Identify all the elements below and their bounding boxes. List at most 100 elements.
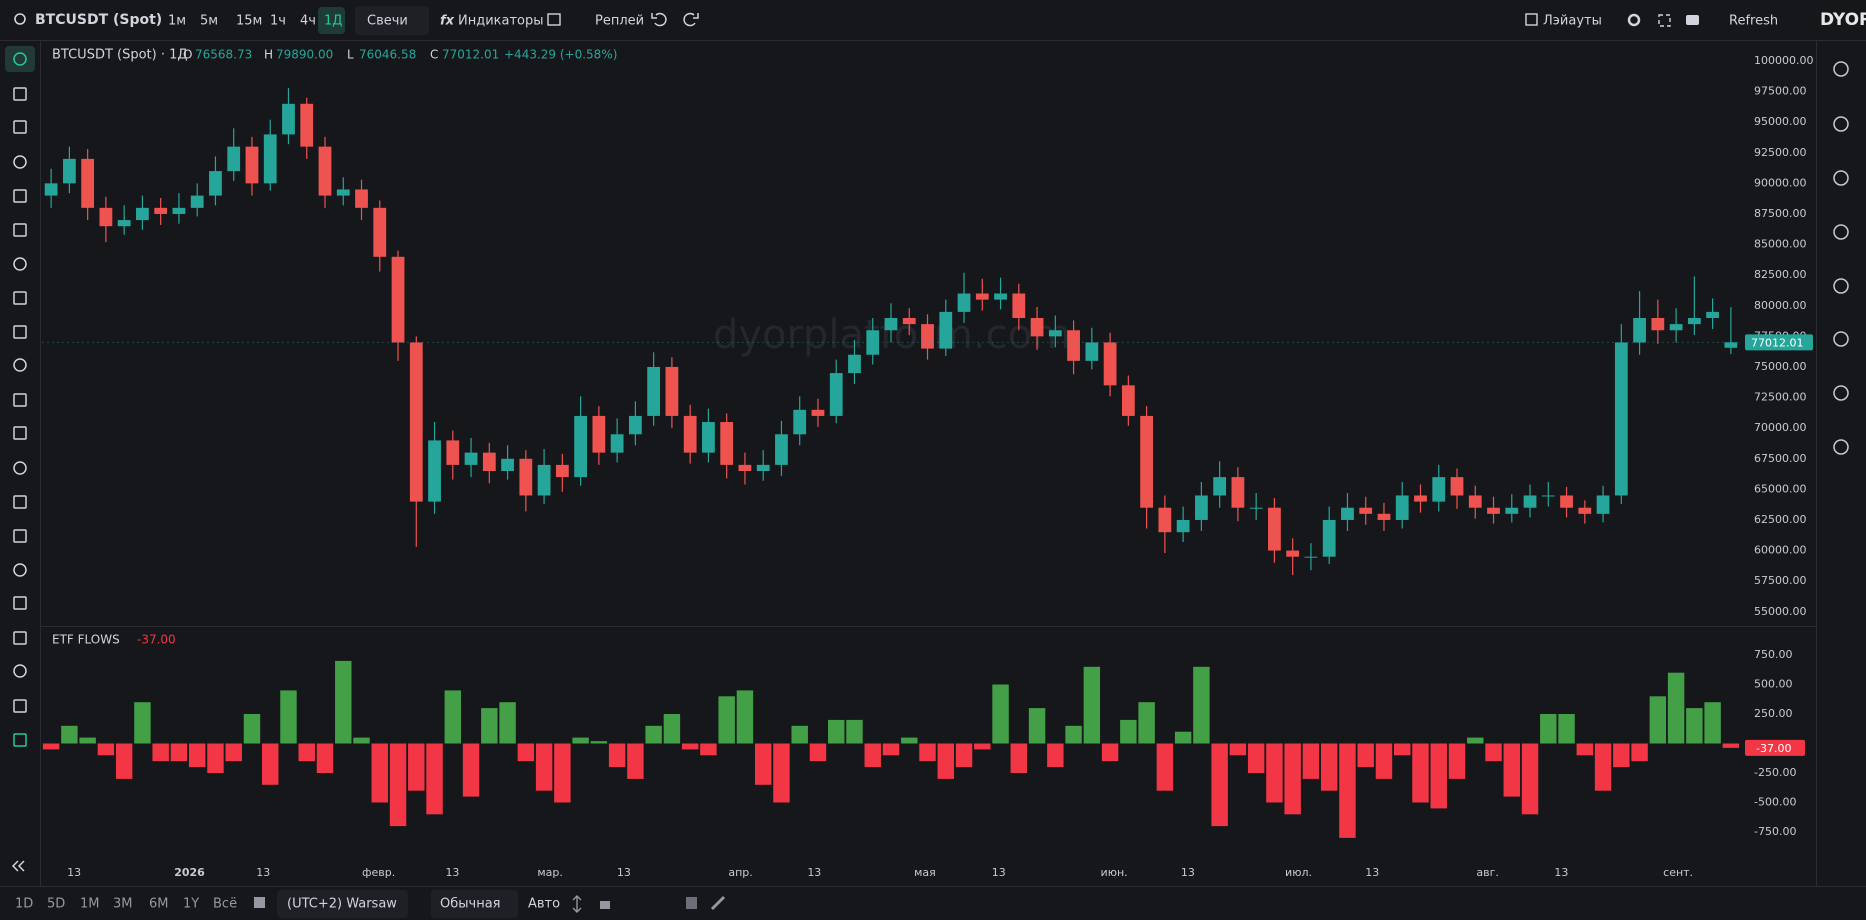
candle-body: [446, 440, 460, 465]
lock-icon[interactable]: [600, 901, 610, 909]
range-button[interactable]: 6M: [149, 897, 169, 912]
symbol[interactable]: BTCUSDT (Spot): [35, 12, 162, 28]
tool-icon[interactable]: [13, 563, 27, 577]
scale-icon[interactable]: [572, 895, 582, 913]
tool-icon[interactable]: [13, 155, 27, 169]
candle-body: [300, 103, 314, 147]
tool-icon[interactable]: [13, 223, 27, 237]
flow-bar: [1686, 708, 1703, 744]
sidebar-icon[interactable]: [1833, 385, 1849, 401]
indicators[interactable]: Индикаторы: [458, 14, 544, 29]
tool-icon[interactable]: [13, 120, 27, 134]
sidebar-icon[interactable]: [1833, 224, 1849, 240]
tool-icon[interactable]: [13, 393, 27, 407]
timeframe[interactable]: 1м: [168, 14, 186, 29]
flow-bar: [1576, 743, 1594, 756]
timeframe[interactable]: 1Д: [324, 14, 342, 29]
chart-style-box[interactable]: [355, 6, 429, 35]
flow-bar: [1266, 743, 1283, 803]
tool-icon[interactable]: [13, 495, 27, 509]
undo-icon[interactable]: [651, 12, 667, 27]
x-tick-label: апр.: [728, 866, 752, 879]
range-button[interactable]: 1M: [80, 897, 100, 912]
ruler-icon[interactable]: [710, 895, 726, 911]
tool-icon[interactable]: [13, 325, 27, 339]
candle-body: [1706, 311, 1720, 318]
flow-bar: [1412, 743, 1429, 803]
x-tick-label: 13: [1365, 866, 1379, 879]
tool-icon[interactable]: [13, 291, 27, 305]
layouts[interactable]: Лэйауты: [1543, 14, 1602, 29]
range-button[interactable]: 3M: [113, 897, 133, 912]
sidebar-icon[interactable]: [1833, 278, 1849, 294]
tool-icon[interactable]: [13, 52, 27, 66]
y-tick-label: 55000.00: [1754, 605, 1807, 618]
timezone[interactable]: (UTC+2) Warsaw: [287, 897, 397, 912]
x-tick-label: 13: [992, 866, 1006, 879]
redo-icon[interactable]: [683, 12, 699, 27]
last-price-tag: [1745, 334, 1813, 351]
layouts-icon[interactable]: [1525, 13, 1538, 26]
timeframe[interactable]: 1ч: [270, 14, 286, 29]
auto-scale[interactable]: Авто: [528, 897, 560, 912]
candle-body: [1030, 318, 1044, 337]
sidebar-icon[interactable]: [1833, 331, 1849, 347]
tool-icon[interactable]: [13, 189, 27, 203]
candle-body: [1450, 477, 1464, 496]
range-button[interactable]: 5D: [47, 897, 65, 912]
tool-icon[interactable]: [13, 664, 27, 678]
chart-style[interactable]: Свечи: [367, 14, 408, 29]
flow-bar: [97, 743, 115, 756]
candle-body: [1432, 477, 1446, 502]
tool-icon[interactable]: [13, 631, 27, 645]
range-button[interactable]: Всё: [213, 897, 237, 912]
flow-bar: [919, 743, 936, 762]
timeframe[interactable]: 5м: [200, 14, 218, 29]
tool-icon[interactable]: [13, 87, 27, 101]
timeframe[interactable]: 4ч: [300, 14, 316, 29]
y-tick-label: 80000.00: [1754, 299, 1807, 312]
templates-icon[interactable]: [547, 13, 561, 26]
tool-icon[interactable]: [13, 461, 27, 475]
snapshot-icon[interactable]: [1686, 15, 1699, 25]
flow-bar: [170, 743, 188, 762]
flow-bar: [937, 743, 954, 779]
tool-icon[interactable]: [13, 426, 27, 440]
sidebar-icon[interactable]: [1833, 116, 1849, 132]
search-icon[interactable]: [14, 13, 26, 25]
calendar-icon[interactable]: [254, 897, 265, 908]
fullscreen-icon[interactable]: [1658, 14, 1671, 27]
x-tick-label: июн.: [1101, 866, 1128, 879]
tool-icon[interactable]: [13, 257, 27, 271]
flow-bar: [700, 743, 717, 756]
refresh[interactable]: Refresh: [1729, 14, 1778, 29]
fx-icon[interactable]: fx: [440, 14, 455, 29]
timeframe[interactable]: 15м: [236, 14, 262, 29]
tool-icon[interactable]: [13, 529, 27, 543]
sidebar-icon[interactable]: [1833, 439, 1849, 455]
tool-icon[interactable]: [13, 733, 27, 747]
range-button[interactable]: 1Y: [183, 897, 199, 912]
y-tick-label: 70000.00: [1754, 421, 1807, 434]
tool-icon[interactable]: [13, 358, 27, 372]
candle-body: [190, 195, 204, 208]
candle-body: [848, 354, 861, 374]
sidebar-icon[interactable]: [1833, 61, 1849, 77]
tool-icon[interactable]: [13, 596, 27, 610]
scale-mode[interactable]: Обычная: [440, 897, 500, 912]
y-tick-label: 75000.00: [1754, 360, 1807, 373]
scale-mode-box[interactable]: [431, 890, 518, 918]
flow-bar: [1357, 743, 1374, 768]
tool-icon[interactable]: [13, 699, 27, 713]
settings-icon[interactable]: [1627, 13, 1641, 27]
range-button[interactable]: 1D: [15, 897, 33, 912]
timezone-box[interactable]: [277, 890, 408, 918]
collapse-icon[interactable]: [11, 860, 25, 872]
replay[interactable]: Реплей: [595, 14, 644, 29]
candle-body: [1614, 342, 1628, 496]
flow-bar: [846, 719, 863, 744]
sidebar-icon[interactable]: [1833, 170, 1849, 186]
grid-icon[interactable]: [686, 897, 697, 909]
flow-bar: [627, 743, 644, 779]
legend-change: +443.29 (+0.58%): [504, 48, 617, 62]
